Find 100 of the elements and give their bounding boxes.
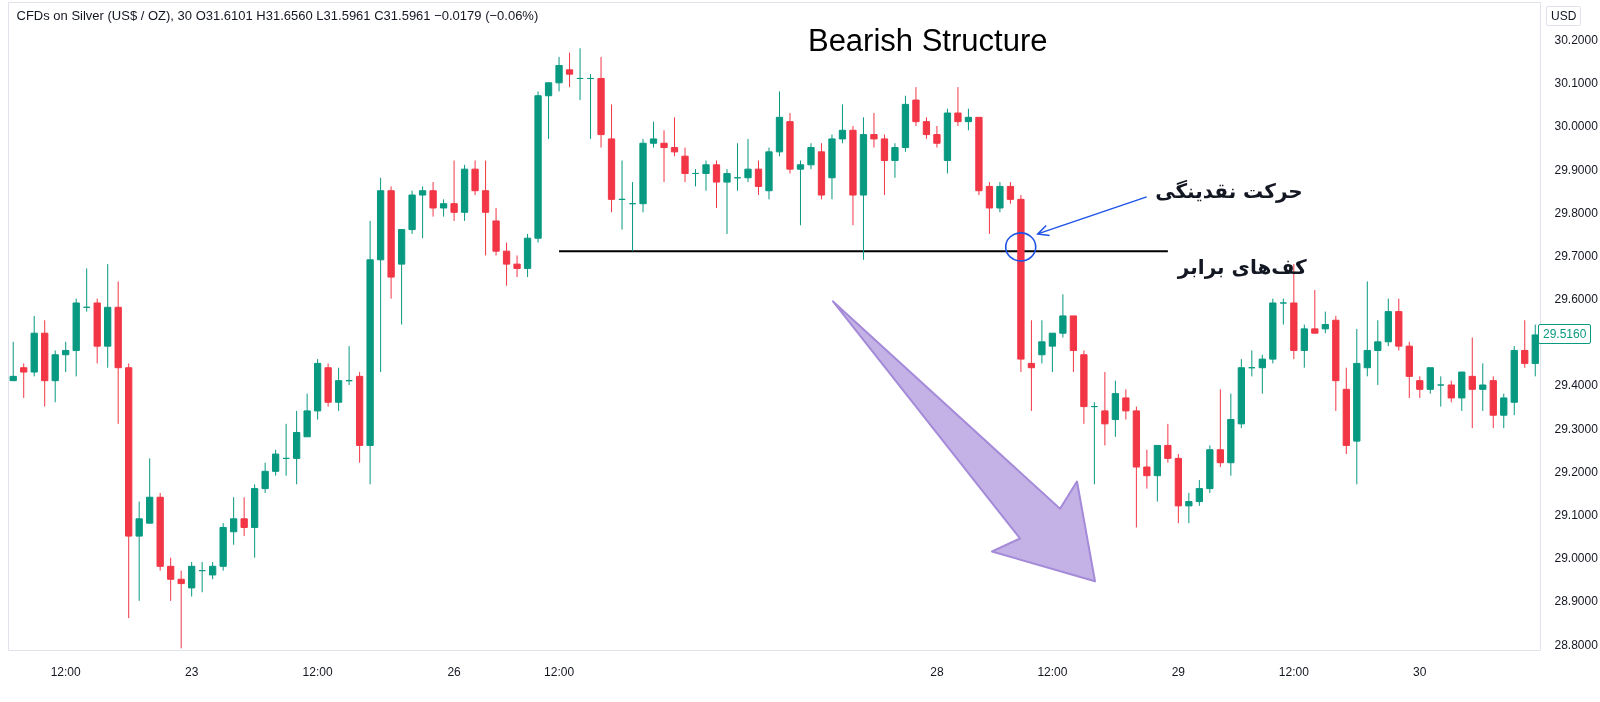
candlestick	[723, 168, 731, 235]
series-label: کف‌های برابر	[1176, 255, 1308, 280]
candlestick	[1185, 492, 1193, 524]
candlestick	[912, 86, 920, 127]
candlestick	[513, 254, 521, 278]
candlestick	[744, 138, 752, 183]
candlestick	[1059, 293, 1067, 339]
candlestick	[261, 462, 269, 494]
candlestick	[565, 52, 574, 88]
x-tick-label: 12:00	[1037, 664, 1068, 679]
candlestick	[1027, 319, 1036, 412]
x-tick-label: 29	[1171, 664, 1186, 679]
candlestick	[1006, 181, 1015, 205]
candlestick	[1521, 319, 1529, 369]
candlestick	[838, 103, 847, 144]
x-tick-label: 28	[930, 664, 944, 679]
candlestick	[1468, 337, 1476, 429]
candlestick	[135, 501, 143, 602]
candlestick	[271, 449, 280, 477]
candlestick	[502, 242, 511, 287]
candlestick	[1447, 380, 1455, 403]
candlestick	[230, 496, 238, 546]
y-tick-label: 29.6000	[1554, 292, 1599, 307]
candlestick	[1300, 324, 1308, 369]
candlestick	[1279, 298, 1287, 326]
x-tick-label: 30	[1413, 664, 1427, 679]
candlestick	[1437, 375, 1445, 408]
chart-subtitle: CFDs on Silver (US$ / OZ), 30 O31.6101 H31.6560 L31.5961 C31.5961 −0.0179 (−0.06%)	[16, 8, 539, 23]
y-axis-title: USD	[1546, 6, 1582, 26]
candlestick	[807, 142, 815, 170]
candlestick	[555, 56, 563, 92]
candlestick	[1479, 362, 1487, 412]
candlestick	[9, 341, 17, 382]
y-tick-label: 28.8000	[1554, 637, 1599, 652]
candlestick	[1143, 449, 1151, 490]
candlestick	[1038, 319, 1046, 364]
candlestick	[418, 185, 427, 239]
y-tick-label: 30.0000	[1554, 119, 1599, 134]
candlestick	[471, 160, 479, 196]
y-tick-label: 29.8000	[1554, 205, 1599, 220]
candlestick	[1258, 354, 1266, 395]
x-tick-label: 12:00	[1278, 664, 1310, 679]
candlestick	[188, 561, 196, 598]
candlestick	[996, 181, 1004, 213]
candlestick	[891, 142, 899, 179]
candlestick	[1321, 311, 1329, 334]
candlestick	[660, 129, 668, 183]
candlestick	[954, 86, 962, 127]
candlestick	[1416, 375, 1424, 399]
x-tick-label: 23	[184, 664, 199, 679]
x-tick-label: 26	[447, 664, 462, 679]
candlestick	[450, 160, 458, 222]
y-tick-label: 30.2000	[1554, 33, 1599, 48]
text: Bearish Structure	[807, 23, 1048, 58]
candlestick	[177, 570, 185, 649]
candlestick	[1101, 371, 1109, 446]
candlestick	[870, 112, 878, 149]
candlestick	[922, 116, 931, 140]
candlestick	[702, 160, 710, 192]
candlestick	[1311, 289, 1319, 334]
candlestick	[1363, 280, 1371, 377]
candlestick	[880, 134, 889, 196]
candlestick	[544, 82, 553, 140]
candlestick	[796, 160, 805, 226]
candlestick	[649, 121, 658, 149]
y-tick-label: 29.0000	[1554, 551, 1599, 566]
x-tick-label: 12:00	[50, 664, 82, 679]
candlestick	[1164, 423, 1172, 464]
candlestick	[712, 160, 721, 209]
candlestick	[1500, 393, 1508, 429]
y-tick-label: 29.7000	[1554, 248, 1599, 263]
y-tick-label: 29.1000	[1554, 508, 1599, 523]
candlestick	[1374, 319, 1382, 386]
candlestick	[334, 367, 343, 412]
candlestick	[985, 181, 994, 235]
candlestick	[429, 181, 437, 218]
y-tick-label: 28.9000	[1554, 594, 1599, 609]
y-tick-label: 30.1000	[1554, 76, 1599, 91]
candlestick	[1122, 388, 1130, 421]
candlestick	[1195, 479, 1203, 507]
candlestick	[670, 116, 679, 157]
y-tick-label: 29.4000	[1554, 378, 1599, 393]
candlestick	[933, 125, 941, 149]
candlestick	[240, 496, 248, 537]
candlestick	[167, 557, 175, 602]
text: 29.5160	[1538, 324, 1592, 344]
candlestick	[754, 160, 763, 196]
y-tick-label: 29.2000	[1554, 464, 1599, 479]
y-tick-label: 29.3000	[1554, 421, 1599, 436]
candlestick	[964, 108, 973, 131]
annotation: حرکت نقدینگی	[1155, 179, 1303, 204]
candlestick	[681, 147, 689, 183]
candlestick	[481, 160, 490, 256]
candlestick	[1426, 367, 1434, 395]
candlestick	[1048, 332, 1057, 373]
x-tick-label: 12:00	[302, 664, 333, 679]
candlestick	[1216, 388, 1224, 468]
x-tick-label: 12:00	[544, 664, 575, 679]
candlestick	[62, 341, 70, 373]
y-tick-label: 29.9000	[1554, 162, 1599, 177]
